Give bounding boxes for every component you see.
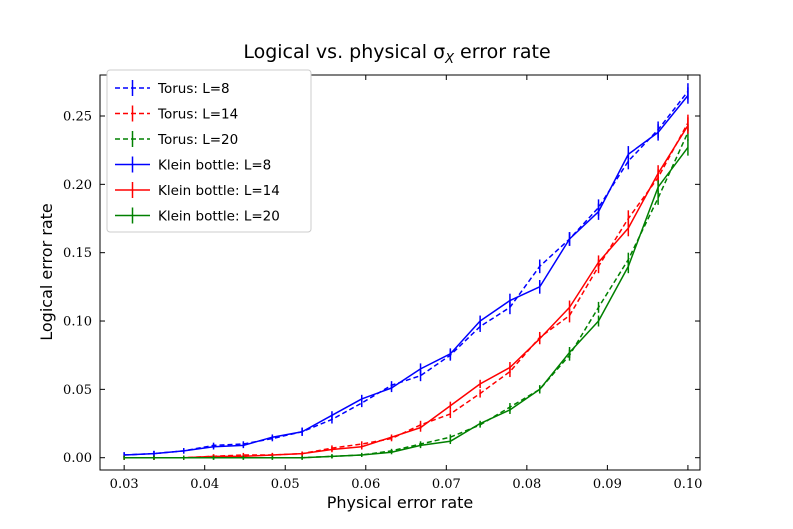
legend-label-torus-l-8: Torus: L=8: [157, 81, 230, 97]
chart-title-suffix: error rate: [460, 41, 551, 63]
legend-label-klein-bottle-l-20: Klein bottle: L=20: [158, 209, 280, 225]
x-tick-label: 0.09: [593, 477, 622, 492]
y-tick-label: 0.20: [63, 178, 92, 193]
chart-title-subscript: X: [444, 52, 455, 67]
legend: Torus: L=8 Torus: L=14 Torus: L=20 Klein bo…: [106, 69, 312, 233]
x-tick-label: 0.03: [110, 477, 139, 492]
series-line-torus-l-8: [124, 90, 689, 456]
axes-frame: [99, 74, 701, 471]
legend-items: Torus: L=8 Torus: L=14 Torus: L=20 Klein bo…: [115, 80, 280, 225]
series-line-klein-bottle-l-14: [124, 125, 689, 459]
chart-title-main: Logical vs. physical σ: [243, 41, 445, 63]
y-tick-label: 0.05: [63, 383, 92, 398]
legend-frame: [106, 69, 312, 233]
series-line-klein-bottle-l-8: [124, 95, 689, 456]
legend-label-torus-l-20: Torus: L=20: [157, 132, 238, 148]
x-tick-label: 0.05: [271, 477, 300, 492]
chart-title: Logical vs. physical σX error rate: [243, 41, 550, 67]
x-tick-label: 0.07: [432, 477, 461, 492]
y-tick-label: 0.10: [63, 315, 92, 330]
y-tick-label: 0.15: [63, 246, 92, 261]
y-tick-label: 0.00: [63, 451, 92, 466]
legend-label-klein-bottle-l-14: Klein bottle: L=14: [158, 183, 280, 199]
x-tick-label: 0.10: [673, 477, 702, 492]
legend-label-torus-l-14: Torus: L=14: [157, 107, 238, 123]
series-line-torus-l-20: [124, 132, 689, 459]
y-tick-label: 0.25: [63, 110, 92, 125]
y-axis-label: Logical error rate: [37, 203, 56, 340]
x-tick-label: 0.08: [512, 477, 541, 492]
plot-area: [123, 83, 689, 460]
legend-label-klein-bottle-l-8: Klein bottle: L=8: [158, 158, 271, 174]
series-line-klein-bottle-l-20: [124, 146, 689, 459]
x-tick-label: 0.06: [351, 477, 380, 492]
axes-ticks: 0.03 0.04 0.05 0.06 0.07 0.08 0.09 0.10 0.00 0.05…: [63, 75, 702, 492]
x-axis-label: Physical error rate: [327, 493, 474, 512]
x-tick-label: 0.04: [190, 477, 219, 492]
